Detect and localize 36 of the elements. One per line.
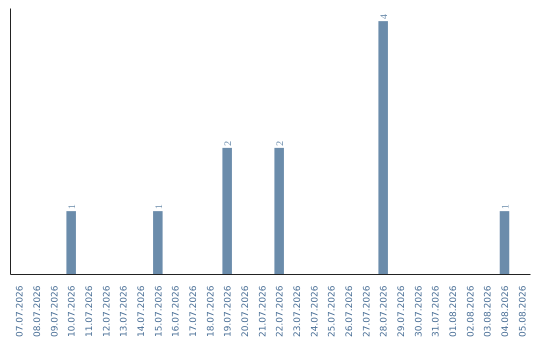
x-tick-label: 10.07.2026 <box>68 285 78 338</box>
x-tick-label: 08.07.2026 <box>33 285 43 338</box>
data-label: 1 <box>67 204 78 210</box>
x-tick-label: 28.07.2026 <box>380 285 390 338</box>
x-tick-label: 24.07.2026 <box>310 285 320 338</box>
x-tick-label: 30.07.2026 <box>414 285 424 338</box>
x-tick-label: 13.07.2026 <box>120 285 130 338</box>
x-tick-label: 21.07.2026 <box>258 285 268 338</box>
x-tick-label: 18.07.2026 <box>206 285 216 338</box>
x-tick-label: 11.07.2026 <box>85 285 95 338</box>
x-tick-label: 15.07.2026 <box>154 285 164 338</box>
x-tick-label: 27.07.2026 <box>362 285 372 338</box>
x-tick-label: 12.07.2026 <box>102 285 112 338</box>
x-tick-label: 29.07.2026 <box>397 285 407 338</box>
x-tick-label: 22.07.2026 <box>276 285 286 338</box>
x-tick-label: 16.07.2026 <box>172 285 182 338</box>
x-tick-label: 26.07.2026 <box>345 285 355 338</box>
x-tick-label: 01.08.2026 <box>449 285 459 338</box>
x-tick-label: 02.08.2026 <box>466 285 476 338</box>
x-tick-label: 03.08.2026 <box>484 285 494 338</box>
x-tick-label: 05.08.2026 <box>518 285 528 338</box>
data-label: 2 <box>275 140 286 146</box>
data-label: 1 <box>500 204 512 210</box>
data-label: 2 <box>223 140 234 146</box>
x-tick-label: 19.07.2026 <box>224 285 234 338</box>
x-tick-label: 20.07.2026 <box>241 285 251 338</box>
data-label: 4 <box>379 14 390 20</box>
data-label: 1 <box>154 204 165 210</box>
x-tick-label: 25.07.2026 <box>328 285 338 338</box>
x-tick-label: 14.07.2026 <box>137 285 147 338</box>
x-tick-label: 04.08.2026 <box>501 285 511 338</box>
x-tick-label: 07.07.2026 <box>16 285 26 338</box>
x-tick-label: 23.07.2026 <box>293 285 303 338</box>
x-tick-label: 31.07.2026 <box>432 285 442 338</box>
x-tick-label: 09.07.2026 <box>50 285 60 338</box>
x-tick-label: 17.07.2026 <box>189 285 199 338</box>
